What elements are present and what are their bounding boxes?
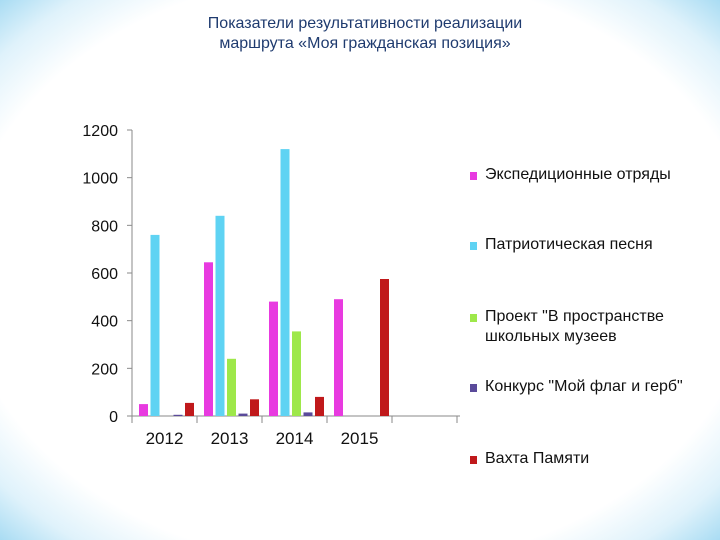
x-tick-label: 2014 xyxy=(276,429,314,448)
bar-2014-series-1 xyxy=(269,301,278,416)
legend-label: Вахта Памяти xyxy=(485,450,590,467)
bar-2013-series-2 xyxy=(215,215,225,416)
bar-2012-series-2 xyxy=(150,234,160,416)
legend-label: Проект "В пространстве школьных музеев xyxy=(485,308,664,345)
bar-2013-series-3 xyxy=(227,358,236,416)
y-tick-label: 1000 xyxy=(82,171,118,188)
bar-2012-series-5 xyxy=(185,402,194,416)
bar-2014-series-2 xyxy=(280,149,290,416)
x-tick-label: 2015 xyxy=(341,429,379,448)
legend-swatch xyxy=(470,384,477,392)
y-tick-label: 1200 xyxy=(82,123,118,140)
y-tick-label: 400 xyxy=(91,314,118,331)
bar-2012-series-1 xyxy=(139,404,148,416)
x-tick-label: 2012 xyxy=(146,429,184,448)
x-axis-labels: 2012 2013 2014 2015 xyxy=(131,416,458,448)
bar-2013-series-1 xyxy=(204,262,213,416)
y-tick-label: 200 xyxy=(91,361,118,378)
legend-swatch xyxy=(470,314,477,322)
bar-2012-series-4 xyxy=(173,414,183,416)
y-axis-ticks: 0 200 400 600 800 1000 1200 xyxy=(82,123,132,426)
y-tick-label: 0 xyxy=(109,409,118,426)
legend-swatch xyxy=(470,172,477,180)
bars xyxy=(139,149,389,416)
bar-2014-series-5 xyxy=(315,396,324,416)
legend-swatch xyxy=(470,242,477,250)
bar-2014-series-3 xyxy=(292,331,301,416)
bar-2013-series-5 xyxy=(250,399,259,416)
bar-2015-series-5 xyxy=(380,279,389,416)
bar-2013-series-4 xyxy=(238,413,248,416)
y-tick-label: 600 xyxy=(91,266,118,283)
chart-title: Показатели результативности реализации м… xyxy=(207,15,523,52)
legend-label: Патриотическая песня xyxy=(485,236,653,253)
y-tick-label: 800 xyxy=(91,218,118,235)
bar-2014-series-4 xyxy=(303,412,313,416)
x-tick-label: 2013 xyxy=(211,429,249,448)
bar-2015-series-1 xyxy=(334,299,343,416)
legend-label: Конкурс "Мой флаг и герб" xyxy=(485,378,683,395)
legend-swatch xyxy=(470,456,477,464)
legend-label: Экспедиционные отряды xyxy=(485,166,671,183)
